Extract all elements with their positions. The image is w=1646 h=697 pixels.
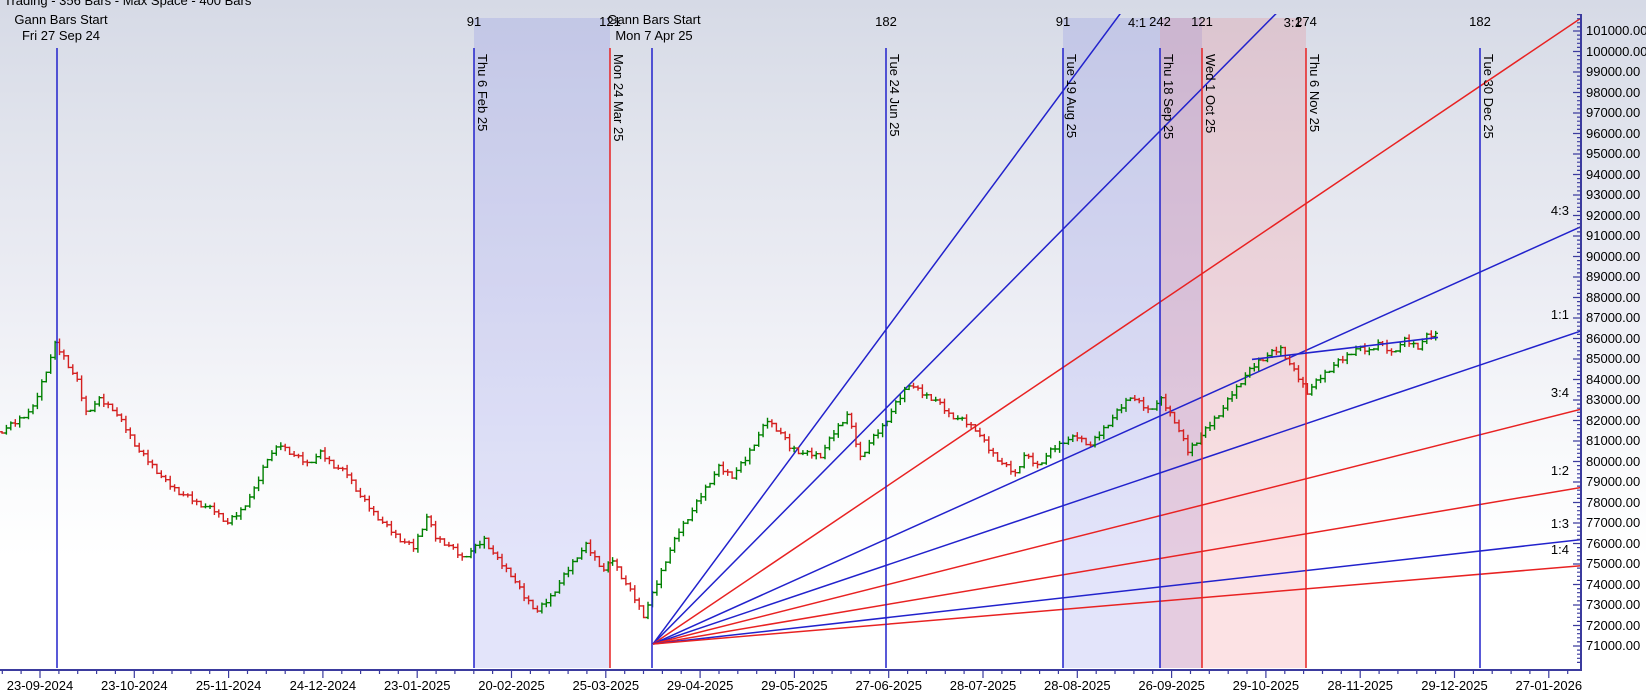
x-axis-tick-label: 29-10-2025 [1232,678,1300,693]
x-axis-tick-label: 29-12-2025 [1421,678,1488,693]
trendline[interactable] [1251,336,1439,361]
cycle-line-date-label: Tue 19 Aug 25 [1064,54,1079,139]
x-axis-tick-label: 29-04-2025 [666,678,734,693]
gann-ray-4:1 [652,14,1121,645]
gann-ray-1:2 [652,486,1581,645]
y-axis-tick-label: 79000.00 [1586,474,1641,489]
cycle-band-blue [1063,18,1202,668]
gann-ray-4:3 [652,226,1581,645]
x-axis-tick-label: 25-11-2024 [195,678,262,693]
y-axis-tick-label: 97000.00 [1586,105,1641,120]
gann-start-title: Gann Bars Start [607,12,701,27]
gann-ray-1:4 [652,564,1581,645]
chart-title: Trading - 356 Bars - Max Space - 400 Bar… [4,0,252,8]
y-axis-tick-label: 93000.00 [1586,187,1641,202]
y-axis-tick-label: 76000.00 [1586,535,1641,551]
cycle-band-red [1160,18,1306,668]
cycle-line-date-label: Mon 24 Mar 25 [611,54,626,142]
y-axis-tick-label: 101000.00 [1586,23,1646,38]
x-axis-tick-label: 23-09-2024 [6,678,74,693]
y-axis-tick-label: 84000.00 [1586,371,1641,387]
gann-ray-3:1 [652,14,1277,645]
cycle-line-date-label: Thu 6 Feb 25 [475,54,490,132]
x-axis-tick-label: 27-06-2025 [855,678,922,693]
y-axis-tick-label: 94000.00 [1586,166,1641,182]
gann-ray-1:3 [652,538,1581,645]
gann-ratio-label: 4:3 [1550,202,1569,218]
x-axis-tick-label: 20-02-2025 [478,678,545,693]
x-axis-tick-label: 23-10-2024 [101,678,168,693]
axis-ticks [1,14,1581,678]
cycle-line-bar-count: 91 [1055,14,1071,29]
gann-ratio-label: 1:1 [1550,307,1569,322]
y-axis-tick-label: 71000.00 [1586,638,1641,653]
y-axis-tick-label: 99000.00 [1586,64,1641,79]
axis-frame [0,14,1582,671]
y-axis-tick-label: 81000.00 [1586,433,1641,448]
y-axis-tick-label: 92000.00 [1586,207,1641,223]
y-axis-tick-label: 77000.00 [1586,515,1641,530]
cycle-line-bar-count: 242 [1149,14,1171,29]
cycle-line-date-label: Thu 6 Nov 25 [1307,54,1322,133]
y-axis-tick-label: 75000.00 [1586,556,1641,571]
gann-start-title: Gann Bars Start [14,12,108,27]
y-axis-tick-label: 85000.00 [1586,351,1641,366]
cycle-line-bar-count: 121 [1191,14,1213,29]
price-bars-down [0,330,1434,619]
cycle-line-date-label: Wed 1 Oct 25 [1203,54,1218,134]
y-axis-tick-label: 86000.00 [1586,330,1641,346]
y-axis-tick-label: 82000.00 [1586,412,1641,428]
y-axis-tick-label: 73000.00 [1586,597,1641,612]
y-axis-tick-label: 96000.00 [1586,125,1641,141]
cycle-line-date-label: Tue 24 Jun 25 [887,54,902,137]
gann-ratio-label: 1:2 [1550,463,1569,479]
y-axis-tick-label: 83000.00 [1586,392,1641,407]
x-axis-tick-label: 25-03-2025 [572,678,640,693]
gann-ray-3:4 [652,408,1581,645]
y-axis-tick-label: 88000.00 [1586,289,1641,305]
y-axis-tick-label: 72000.00 [1586,617,1641,633]
y-axis-tick-label: 95000.00 [1586,146,1641,161]
gann-ray-2:1 [652,17,1581,645]
x-axis-tick-label: 28-07-2025 [949,678,1017,693]
x-axis-tick-label: 28-11-2025 [1327,678,1393,693]
y-axis-tick-label: 78000.00 [1586,494,1641,510]
y-axis-tick-label: 98000.00 [1586,84,1641,100]
x-axis-tick-label: 23-01-2025 [383,678,451,693]
gann-ratio-label: 3:4 [1550,385,1569,401]
cycle-band-blue [474,18,610,668]
y-axis-tick-label: 74000.00 [1586,576,1641,592]
x-axis-tick-label: 28-08-2025 [1044,678,1111,693]
cycle-line-bar-count: 182 [875,14,897,29]
gann-ratio-label: 1:4 [1550,541,1569,557]
y-axis-tick-label: 91000.00 [1586,228,1641,243]
gann-ratio-label: 3:1 [1283,15,1302,30]
x-axis-tick-label: 26-09-2025 [1138,678,1205,693]
cycle-line-date-label: Tue 30 Dec 25 [1481,54,1496,139]
x-axis-tick-label: 29-05-2025 [761,678,828,693]
cycle-line-date-label: Thu 18 Sep 25 [1161,54,1176,140]
gann-ratio-label: 4:1 [1128,15,1147,30]
cycle-line-bar-count: 182 [1469,14,1491,29]
gann-ray-1:1 [652,330,1581,645]
x-axis-tick-label: 24-12-2024 [289,678,357,693]
cycle-line-bar-count: 274 [1295,14,1317,29]
x-axis-tick-label: 27-01-2026 [1515,678,1583,693]
y-axis-tick-label: 100000.00 [1586,43,1646,59]
time-cycle-bands [474,18,1306,668]
y-axis-tick-label: 87000.00 [1586,310,1641,325]
y-axis-tick-label: 80000.00 [1586,453,1641,469]
cycle-line-bar-count: 121 [599,14,621,29]
gann-start-date: Fri 27 Sep 24 [21,28,101,43]
y-axis-tick-label: 89000.00 [1586,269,1641,284]
cycle-line-bar-count: 91 [466,14,482,29]
y-axis-tick-label: 90000.00 [1586,248,1641,264]
gann-start-date: Mon 7 Apr 25 [615,28,693,43]
gann-ratio-label: 1:3 [1550,515,1569,531]
gann-fan [652,14,1581,645]
